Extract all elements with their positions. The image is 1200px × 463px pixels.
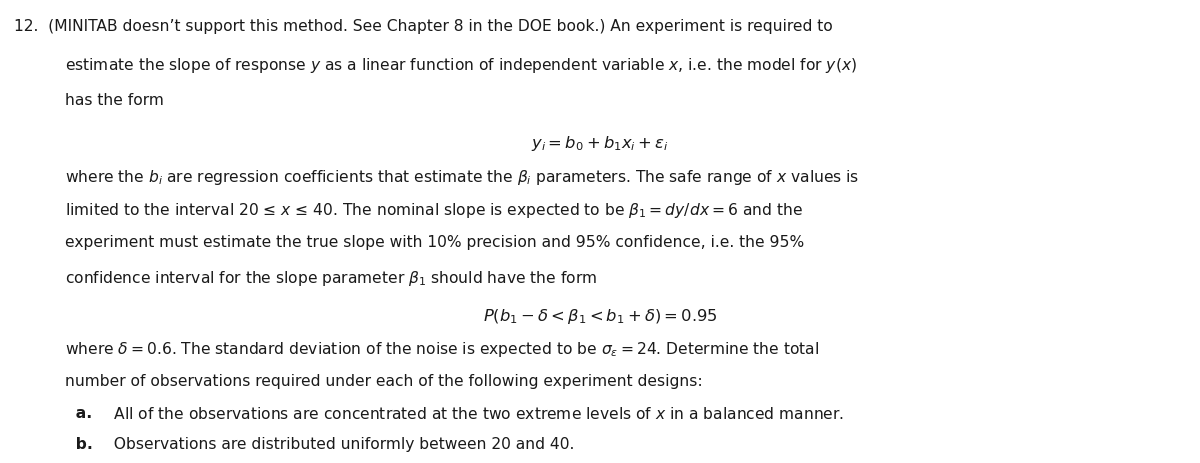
Text: number of observations required under each of the following experiment designs:: number of observations required under ea… <box>65 374 702 388</box>
Text: a.: a. <box>65 406 92 421</box>
Text: estimate the slope of response $y$ as a linear function of independent variable : estimate the slope of response $y$ as a … <box>65 56 857 75</box>
Text: where the $b_i$ are regression coefficients that estimate the $\beta_i$ paramete: where the $b_i$ are regression coefficie… <box>65 168 859 187</box>
Text: b.: b. <box>65 437 92 451</box>
Text: $y_i = b_0 + b_1 x_i + \epsilon_i$: $y_i = b_0 + b_1 x_i + \epsilon_i$ <box>532 134 668 153</box>
Text: has the form: has the form <box>65 93 163 107</box>
Text: $P(b_1 - \delta < \beta_1 < b_1 + \delta) = 0.95$: $P(b_1 - \delta < \beta_1 < b_1 + \delta… <box>482 307 718 325</box>
Text: Observations are distributed uniformly between 20 and 40.: Observations are distributed uniformly b… <box>104 437 575 451</box>
Text: 12.  (MINITAB doesn’t support this method. See Chapter 8 in the DOE book.) An ex: 12. (MINITAB doesn’t support this method… <box>14 19 833 33</box>
Text: limited to the interval 20 ≤ $x$ ≤ 40. The nominal slope is expected to be $\bet: limited to the interval 20 ≤ $x$ ≤ 40. T… <box>65 201 803 220</box>
Text: where $\delta = 0.6$. The standard deviation of the noise is expected to be $\si: where $\delta = 0.6$. The standard devia… <box>65 340 820 359</box>
Text: experiment must estimate the true slope with 10% precision and 95% confidence, i: experiment must estimate the true slope … <box>65 235 804 250</box>
Text: confidence interval for the slope parameter $\beta_1$ should have the form: confidence interval for the slope parame… <box>65 269 596 288</box>
Text: All of the observations are concentrated at the two extreme levels of $x$ in a b: All of the observations are concentrated… <box>104 406 845 422</box>
